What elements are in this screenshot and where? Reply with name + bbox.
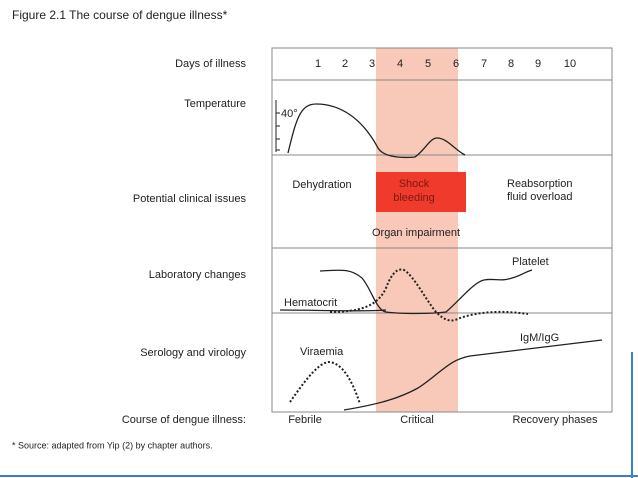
- day-numbers: 1 2 3 4 5 6 7 8 9 10: [315, 58, 576, 70]
- temperature-curve: [287, 103, 466, 159]
- temp-ticks: [275, 100, 280, 152]
- shock-box: [376, 172, 466, 212]
- day-number: 10: [564, 58, 576, 70]
- figure-title: Figure 2.1 The course of dengue illness*: [12, 8, 228, 22]
- day-number: 3: [369, 58, 375, 70]
- issue: Shock: [399, 178, 430, 190]
- day-number: 9: [535, 58, 541, 70]
- critical-band: [376, 48, 458, 412]
- row-labels: Days of illness Temperature Potential cl…: [122, 58, 247, 426]
- lab-label: Platelet: [512, 256, 549, 268]
- day-number: 5: [425, 58, 431, 70]
- footnote: * Source: adapted from Yip (2) by chapte…: [12, 440, 213, 450]
- row-label: Days of illness: [175, 58, 246, 70]
- temp-label: 40°: [281, 108, 298, 120]
- day-number: 4: [397, 58, 403, 70]
- day-number: 2: [342, 58, 348, 70]
- row-label: Temperature: [184, 98, 246, 110]
- viraemia-curve: [289, 360, 361, 405]
- phase: Febrile: [288, 414, 322, 426]
- hematocrit-dotted: [329, 268, 529, 322]
- issue: Reabsorption: [507, 178, 572, 190]
- hematocrit-curve: [279, 309, 387, 312]
- row-label: Serology and virology: [140, 347, 246, 359]
- row-label: Laboratory changes: [149, 269, 247, 281]
- igm-curve: [343, 339, 603, 411]
- day-number: 8: [508, 58, 514, 70]
- lab-label: Hematocrit: [284, 297, 337, 309]
- platelet-curve: [319, 269, 533, 315]
- phase: Recovery phases: [513, 414, 598, 426]
- serology-label: IgM/IgG: [520, 332, 559, 344]
- grid-frame: [271, 47, 613, 413]
- day-number: 1: [315, 58, 321, 70]
- day-number: 7: [481, 58, 487, 70]
- serology-label: Viraemia: [300, 346, 344, 358]
- day-number: 6: [453, 58, 459, 70]
- phase: Critical: [400, 414, 434, 426]
- issue: Dehydration: [292, 179, 351, 191]
- row-label: Potential clinical issues: [133, 193, 247, 205]
- issue: fluid overload: [507, 191, 572, 203]
- issue: bleeding: [393, 192, 435, 204]
- row-label: Course of dengue illness:: [122, 414, 246, 426]
- issue: Organ impairment: [372, 227, 460, 239]
